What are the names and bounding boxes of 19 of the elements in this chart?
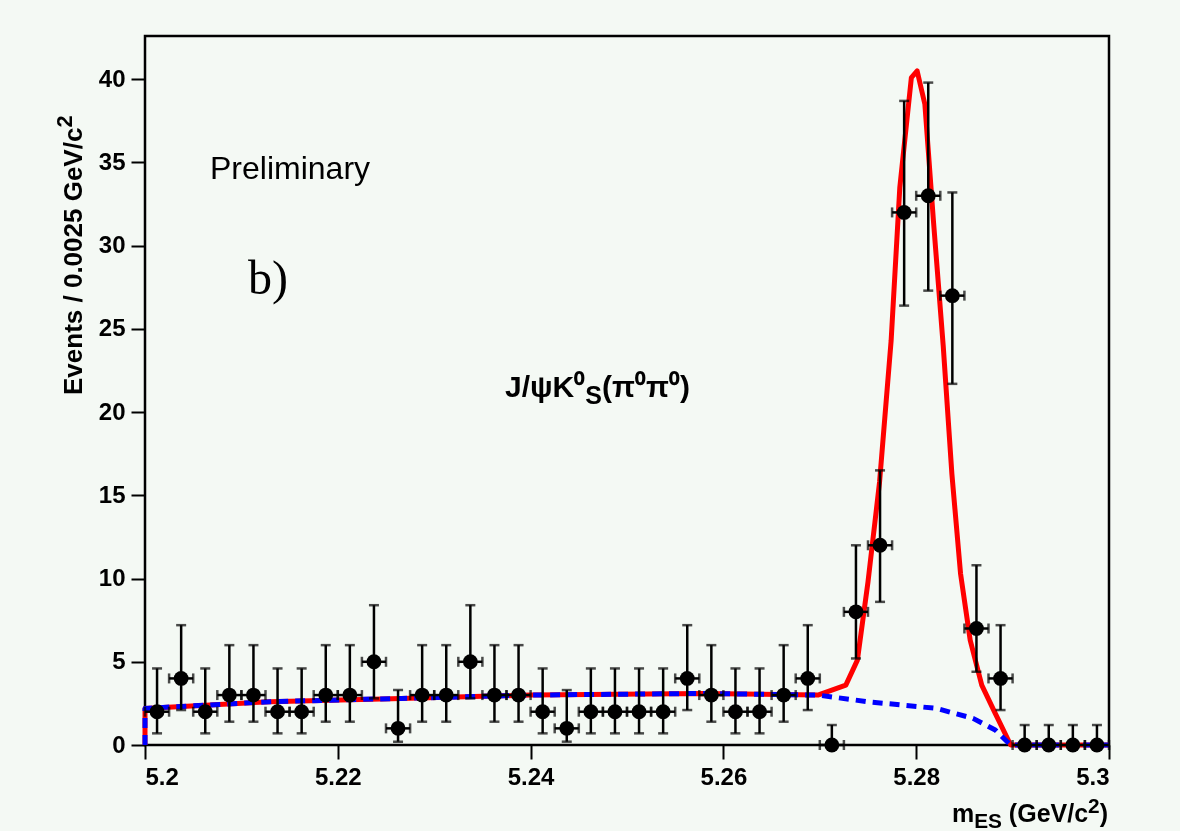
y-tick-label: 20 [98,397,126,425]
x-tick-label: 5.24 [507,762,556,790]
annotation: J/ψK⁰$_{S}$(π⁰π⁰) [505,369,690,410]
y-tick-label: 10 [98,564,126,592]
x-tick-label: 5.3 [1076,762,1110,790]
x-tick-label: 5.26 [700,762,748,790]
annotation: b) [248,250,288,305]
y-tick-label: 35 [98,147,126,175]
x-tick-label: 5.28 [893,762,941,790]
y-tick-label: 5 [112,647,126,675]
annotation: Preliminary [210,150,371,187]
y-tick-label: 30 [98,231,126,259]
x-tick-label: 5.22 [314,762,362,790]
y-tick-label: 0 [112,730,126,758]
x-tick-label: 5.2 [145,762,179,790]
y-tick-label: 40 [98,64,126,92]
x-axis-title: m$_{ES}$ (GeV/c$^{2}$) [951,794,1108,831]
y-tick-label: 15 [98,480,126,508]
y-tick-label: 25 [98,314,126,342]
